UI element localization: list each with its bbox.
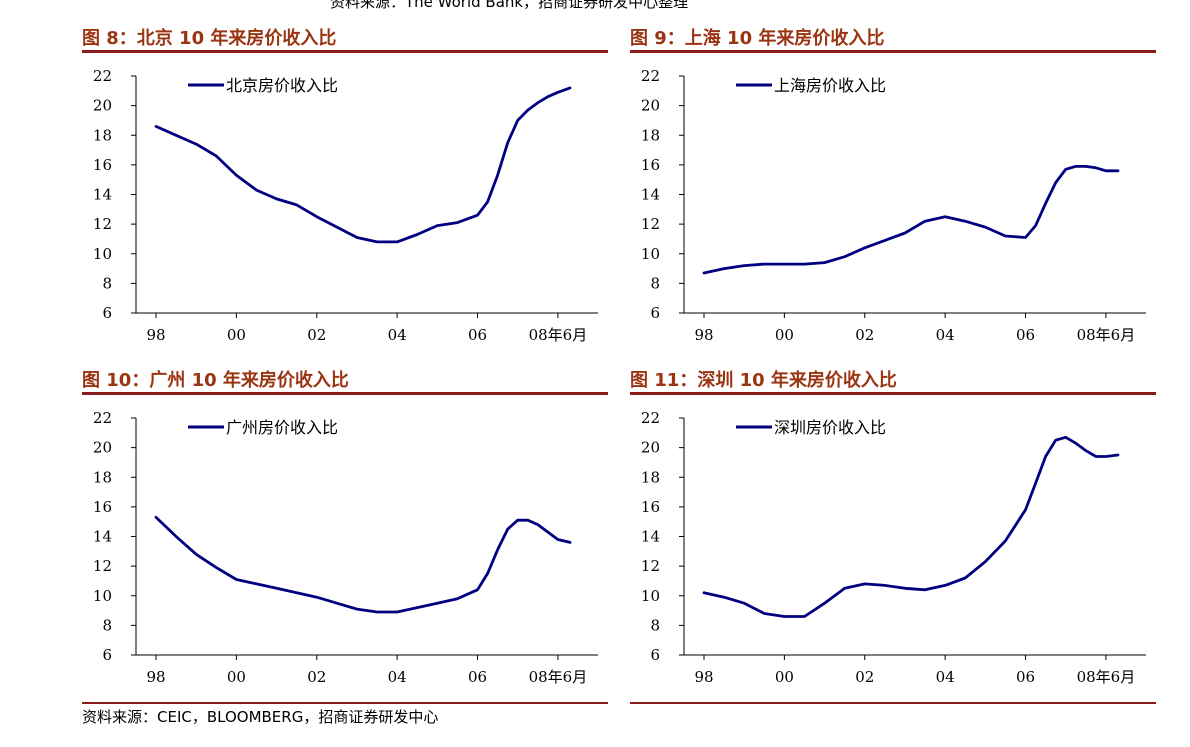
y-tick-label: 18 (93, 126, 112, 144)
x-tick-label: 00 (227, 326, 246, 344)
x-tick-label: 98 (146, 326, 165, 344)
title-underline (630, 50, 1156, 53)
x-tick-label: 06 (468, 668, 487, 686)
y-tick-label: 14 (641, 528, 660, 546)
x-tick-label: 02 (855, 326, 874, 344)
y-tick-label: 18 (641, 468, 660, 486)
y-tick-label: 16 (641, 156, 660, 174)
x-tick-label: 02 (855, 668, 874, 686)
y-tick-label: 10 (641, 245, 660, 263)
x-tick-label: 98 (146, 668, 165, 686)
y-tick-label: 6 (102, 304, 112, 322)
y-tick-label: 6 (650, 646, 660, 664)
y-tick-label: 20 (641, 439, 660, 457)
y-tick-label: 8 (650, 274, 660, 292)
x-tick-label: 08年6月 (529, 326, 588, 344)
y-tick-label: 6 (102, 646, 112, 664)
legend-label: 北京房价收入比 (226, 76, 338, 95)
x-tick-label: 04 (936, 668, 955, 686)
line-chart: 6 8 10 12 14 16 18 20 22 98 00 02 04 06 08年6月 上海房价收入比 (641, 67, 1146, 344)
y-tick-label: 18 (93, 468, 112, 486)
x-tick-label: 06 (1016, 326, 1035, 344)
x-tick-label: 98 (694, 668, 713, 686)
x-tick-label: 98 (694, 326, 713, 344)
y-tick-label: 20 (641, 97, 660, 115)
x-tick-label: 04 (936, 326, 955, 344)
y-tick-label: 8 (650, 616, 660, 634)
y-tick-label: 12 (93, 215, 112, 233)
y-tick-label: 10 (93, 245, 112, 263)
series-line (154, 86, 572, 244)
chart-title: 图 10：广州 10 年来房价收入比 (82, 370, 349, 391)
x-tick-label: 08年6月 (1077, 326, 1136, 344)
y-tick-label: 20 (93, 97, 112, 115)
y-tick-label: 12 (93, 557, 112, 575)
series-line (702, 435, 1120, 618)
bottom-rule-left (82, 702, 608, 704)
y-tick-label: 8 (102, 274, 112, 292)
chart-title: 图 11：深圳 10 年来房价收入比 (630, 370, 897, 391)
y-tick-label: 14 (93, 528, 112, 546)
x-tick-label: 00 (775, 326, 794, 344)
series-line (154, 515, 572, 614)
y-tick-label: 12 (641, 557, 660, 575)
chart-panel-guangzhou: 图 10：广州 10 年来房价收入比 6 8 10 12 14 16 18 20 22 98 00 0… (82, 366, 608, 696)
x-tick-label: 02 (307, 326, 326, 344)
y-tick-label: 6 (650, 304, 660, 322)
line-chart: 6 8 10 12 14 16 18 20 22 98 00 02 04 06 08年6月 深圳房价收入比 (641, 409, 1146, 686)
series-line (702, 164, 1120, 275)
y-tick-label: 22 (93, 67, 112, 85)
x-tick-label: 02 (307, 668, 326, 686)
y-tick-label: 8 (102, 616, 112, 634)
y-tick-label: 10 (641, 587, 660, 605)
y-tick-label: 14 (641, 186, 660, 204)
chart-panel-shenzhen: 图 11：深圳 10 年来房价收入比 6 8 10 12 14 16 18 20 22 98 00 0… (630, 366, 1156, 696)
y-tick-label: 10 (93, 587, 112, 605)
legend-label: 上海房价收入比 (774, 76, 886, 95)
title-underline (82, 392, 608, 395)
title-underline (82, 50, 608, 53)
chart-title: 图 9：上海 10 年来房价收入比 (630, 28, 885, 49)
y-tick-label: 22 (93, 409, 112, 427)
x-tick-label: 00 (227, 668, 246, 686)
chart-panel-shanghai: 图 9：上海 10 年来房价收入比 6 8 10 12 14 16 18 20 22 98 00 02… (630, 24, 1156, 354)
line-chart: 6 8 10 12 14 16 18 20 22 98 00 02 04 06 08年6月 广州房价收入比 (93, 409, 598, 686)
y-tick-label: 18 (641, 126, 660, 144)
y-tick-label: 16 (93, 498, 112, 516)
x-tick-label: 06 (468, 326, 487, 344)
y-tick-label: 22 (641, 67, 660, 85)
y-tick-label: 12 (641, 215, 660, 233)
y-tick-label: 22 (641, 409, 660, 427)
legend-label: 广州房价收入比 (226, 418, 338, 437)
x-tick-label: 04 (388, 326, 407, 344)
line-chart: 6 8 10 12 14 16 18 20 22 98 00 02 04 06 08年6月 北京房价收入比 (93, 67, 598, 344)
x-tick-label: 08年6月 (529, 668, 588, 686)
chart-title: 图 8：北京 10 年来房价收入比 (82, 28, 337, 49)
y-tick-label: 16 (93, 156, 112, 174)
top-source-note: 资料来源：The World Bank，招商证券研发中心整理 (330, 0, 689, 11)
x-tick-label: 00 (775, 668, 794, 686)
x-tick-label: 08年6月 (1077, 668, 1136, 686)
source-note: 资料来源：CEIC，BLOOMBERG，招商证券研发中心 (82, 708, 439, 726)
y-tick-label: 20 (93, 439, 112, 457)
y-tick-label: 14 (93, 186, 112, 204)
chart-panel-beijing: 图 8：北京 10 年来房价收入比 6 8 10 12 14 16 18 20 22 98 00 02… (82, 24, 608, 354)
legend-label: 深圳房价收入比 (774, 418, 886, 437)
y-tick-label: 16 (641, 498, 660, 516)
x-tick-label: 04 (388, 668, 407, 686)
x-tick-label: 06 (1016, 668, 1035, 686)
bottom-rule-right (630, 702, 1156, 704)
title-underline (630, 392, 1156, 395)
